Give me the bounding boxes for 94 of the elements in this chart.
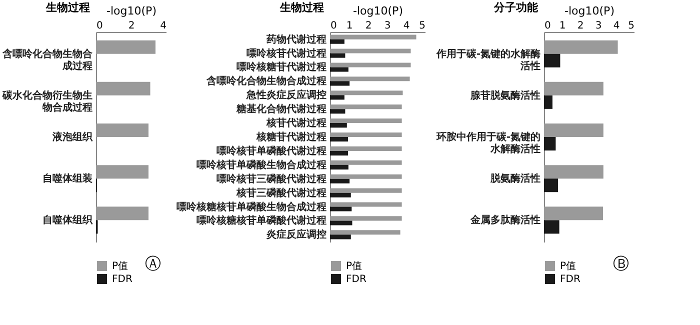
y-tick-label: 核苷三磷酸代谢过程 [236,186,326,199]
y-tick-label: 自噬体组织 [42,214,94,226]
bar [544,220,560,234]
bar [544,40,618,54]
y-tick-label: 嘌呤核苷代谢过程 [246,47,326,60]
y-tick-label: 含嘌呤化合物生物合成过程 [2,48,94,72]
y-tick-label: 糖基化合物代谢过程 [236,103,326,116]
bar [330,174,402,179]
x-tick-label: 4 [613,20,620,32]
chart-title: 生物过程 [45,1,90,14]
legend-label: P值 [112,261,128,272]
chart-title: 分子功能 [493,1,539,14]
bar [544,178,558,192]
y-tick-label: 急性炎症反应调控 [246,89,326,102]
x-tick-label: 5 [628,20,634,32]
bar [330,48,411,54]
bar [544,137,556,151]
x-tick-label: 3 [595,20,602,32]
bar [330,202,402,207]
bar [330,76,410,82]
y-tick-label: 腺苷脱氨酶活性 [470,89,540,102]
bar [544,95,552,109]
bar [330,81,350,86]
y-tick-label: 嘌呤核苷三磷酸代谢过程 [216,172,326,185]
bar [330,230,400,235]
text: Ⓐ [145,254,161,273]
bar [330,192,351,198]
bar [330,90,403,96]
x-axis-title: -log10(P) [353,4,403,18]
bar [544,165,604,179]
y-tick-label: 液泡组织 [52,131,94,143]
y-tick-label: 嘌呤核苷单磷酸代谢过程 [216,144,326,157]
bar [544,206,604,220]
y-tick-label: 碳水化合物衍生物生物合成过程 [2,89,92,114]
y-tick-label: 嘌呤核苷单磷酸生物合成过程 [196,158,326,171]
bar [330,188,402,193]
bar [330,123,347,128]
legend-label: FDR [112,274,132,285]
y-tick-label: 炎症反应调控 [266,228,326,241]
x-tick-label: 0 [96,20,103,32]
y-tick-label: 药物代谢过程 [266,33,326,46]
bar [330,150,348,156]
legend-label: FDR [346,274,366,285]
y-tick-label: 作用于碳-氮键的水解酶活性 [435,48,540,72]
y-tick-label: 嘌呤核糖核苷单磷酸代谢过程 [196,214,326,227]
bar [330,109,346,114]
x-tick-label: 2 [365,20,372,32]
x-tick-label: 2 [577,20,584,32]
x-tick-label: 0 [544,20,551,32]
legend-label: FDR [560,274,580,285]
y-tick-label: 环胺中作用于碳-氮键的水解酶活性 [435,131,540,155]
bar [544,82,604,96]
y-tick-label: 含嘌呤化合物生物合成过程 [206,75,326,88]
x-tick-label: 3 [384,20,391,32]
bar [330,178,350,184]
bar [330,53,346,58]
bar [330,164,348,170]
bar [330,132,402,137]
bar [330,39,344,44]
bar [330,216,402,221]
x-axis-title: -log10(P) [106,4,156,18]
y-tick-label: 核苷代谢过程 [266,117,326,130]
x-tick-label: 2 [128,20,135,32]
x-tick-label: 1 [559,20,566,32]
bar [330,34,416,40]
bar [544,54,560,68]
y-tick-label: 脱氨酶活性 [490,172,540,185]
bar [330,104,402,110]
bar [330,137,348,142]
x-tick-label: 5 [419,20,426,32]
bar [330,118,402,124]
bar [330,234,351,240]
text: Ⓑ [613,254,629,273]
x-axis-title: -log10(P) [564,4,614,18]
x-tick-label: 4 [160,20,166,32]
bar [330,160,402,165]
y-tick-label: 核糖苷代谢过程 [256,131,326,143]
bar [330,95,344,100]
y-tick-label: 嘌呤核糖苷代谢过程 [236,61,326,74]
y-tick-label: 嘌呤核糖核苷单磷酸生物合成过程 [176,200,326,213]
bar [330,220,352,226]
bar [330,206,352,212]
y-tick-label: 金属多肽酶活性 [470,214,540,226]
bar [330,67,348,72]
bar [330,146,402,151]
x-tick-label: 4 [403,20,410,32]
legend-label: P值 [346,261,362,272]
x-tick-label: 1 [346,20,353,32]
y-tick-label: 自噬体组装 [42,172,94,185]
bar [330,62,411,68]
legend-label: P值 [560,261,576,272]
chart-title: 生物过程 [279,1,324,14]
bar [544,123,604,137]
x-tick-label: 0 [330,20,337,32]
